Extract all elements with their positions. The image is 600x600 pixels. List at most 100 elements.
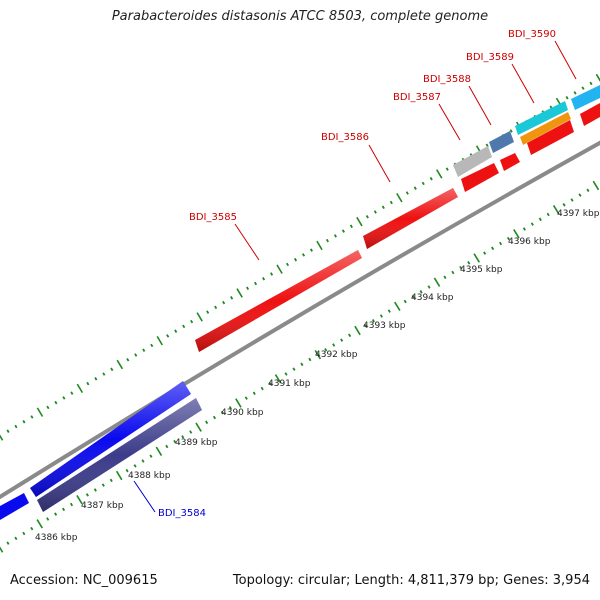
scale-label: 4394 kbp xyxy=(411,293,454,303)
minor-tick xyxy=(363,323,368,328)
major-tick xyxy=(436,169,443,179)
minor-tick xyxy=(190,319,194,324)
leader-line-BDI_3589 xyxy=(511,63,535,104)
gene-label-BDI_3584[interactable]: BDI_3584 xyxy=(158,508,206,519)
gene-cyan[interactable] xyxy=(515,101,568,135)
minor-tick xyxy=(562,203,566,207)
gene-orange[interactable] xyxy=(520,112,571,145)
minor-tick xyxy=(348,333,352,338)
minor-tick xyxy=(413,186,417,190)
gene-label-BDI_3585[interactable]: BDI_3585 xyxy=(189,212,237,223)
leader-line-BDI_3585 xyxy=(234,223,260,261)
minor-tick xyxy=(142,348,146,352)
minor-tick xyxy=(421,181,425,186)
major-tick xyxy=(0,434,4,441)
minor-tick xyxy=(381,205,385,210)
minor-tick xyxy=(126,358,130,362)
minor-tick xyxy=(150,343,154,348)
minor-tick xyxy=(285,262,290,267)
minor-tick xyxy=(102,372,106,376)
minor-tick xyxy=(6,429,10,433)
minor-tick xyxy=(109,478,113,483)
gene-steel[interactable] xyxy=(489,131,514,153)
minor-tick xyxy=(411,294,415,299)
major-tick xyxy=(394,301,401,312)
major-tick xyxy=(433,277,441,287)
accession-text: Accession: NC_009615 xyxy=(10,573,158,588)
minor-tick xyxy=(308,357,312,362)
major-tick xyxy=(356,216,363,227)
gene-gray[interactable] xyxy=(453,146,492,177)
minor-tick xyxy=(341,229,345,233)
minor-tick xyxy=(325,238,329,243)
minor-tick xyxy=(300,362,304,367)
minor-tick xyxy=(62,396,66,400)
minor-tick xyxy=(403,299,407,304)
major-tick xyxy=(36,407,44,417)
minor-tick xyxy=(538,217,542,222)
major-tick xyxy=(236,288,243,298)
minor-tick xyxy=(491,246,495,251)
minor-tick xyxy=(222,300,226,305)
gene-BDI_3584-shade xyxy=(30,381,191,497)
minor-tick xyxy=(54,400,58,405)
minor-tick xyxy=(389,200,393,205)
minor-tick xyxy=(292,367,296,371)
minor-tick xyxy=(85,493,89,497)
minor-tick xyxy=(206,310,210,314)
gene-label-BDI_3589[interactable]: BDI_3589 xyxy=(466,52,514,63)
gene-BDI_3590[interactable] xyxy=(580,103,600,126)
minor-tick xyxy=(182,324,186,329)
scale-label: 4387 kbp xyxy=(81,501,124,511)
minor-tick xyxy=(86,381,90,386)
gene-label-BDI_3586[interactable]: BDI_3586 xyxy=(321,132,369,143)
gene-blue-left[interactable] xyxy=(0,493,29,520)
minor-tick xyxy=(309,248,313,252)
reverse-strand-genes xyxy=(0,381,202,520)
gene-BDI_3587[interactable] xyxy=(461,163,499,192)
gene-sky[interactable] xyxy=(571,85,600,110)
minor-tick xyxy=(373,210,377,214)
minor-tick xyxy=(573,91,577,95)
major-tick xyxy=(76,494,83,505)
minor-tick xyxy=(429,176,433,181)
gene-label-BDI_3590[interactable]: BDI_3590 xyxy=(508,29,556,40)
major-tick xyxy=(314,349,322,360)
minor-tick xyxy=(254,281,258,286)
minor-tick xyxy=(260,386,264,391)
minor-tick xyxy=(586,188,590,193)
scale-label: 4389 kbp xyxy=(175,438,218,448)
scale-label: 4388 kbp xyxy=(128,471,171,481)
major-tick xyxy=(274,374,282,384)
forward-strand-genes xyxy=(195,85,600,352)
minor-tick xyxy=(546,212,550,217)
minor-tick xyxy=(133,464,137,468)
gene-labels: BDI_3585 BDI_3586 BDI_3587 BDI_3588 BDI_… xyxy=(133,29,577,519)
leader-line-BDI_3588 xyxy=(468,85,492,126)
leader-line-BDI_3587 xyxy=(438,103,461,141)
minor-tick xyxy=(365,215,369,219)
major-tick xyxy=(195,422,202,432)
gene-label-BDI_3587[interactable]: BDI_3587 xyxy=(393,92,441,103)
minor-tick xyxy=(268,381,272,386)
minor-tick xyxy=(252,391,256,396)
minor-tick xyxy=(284,372,288,376)
gene-BDI_3589[interactable] xyxy=(527,120,574,155)
gene-label-BDI_3588[interactable]: BDI_3588 xyxy=(423,74,471,85)
major-tick xyxy=(155,446,163,457)
minor-tick xyxy=(522,227,526,231)
minor-tick xyxy=(506,236,511,241)
scale-label: 4390 kbp xyxy=(221,408,264,418)
gene-BDI_3586-shade xyxy=(363,188,458,249)
minor-tick xyxy=(324,348,328,352)
minor-tick xyxy=(174,329,178,333)
minor-tick xyxy=(220,410,224,415)
minor-tick xyxy=(189,430,193,434)
minor-tick xyxy=(22,419,26,424)
major-tick xyxy=(115,470,123,481)
major-tick xyxy=(595,73,600,82)
gene-BDI_3588[interactable] xyxy=(500,153,520,171)
minor-tick xyxy=(125,468,129,473)
minor-tick xyxy=(427,285,431,289)
minor-tick xyxy=(173,439,177,444)
